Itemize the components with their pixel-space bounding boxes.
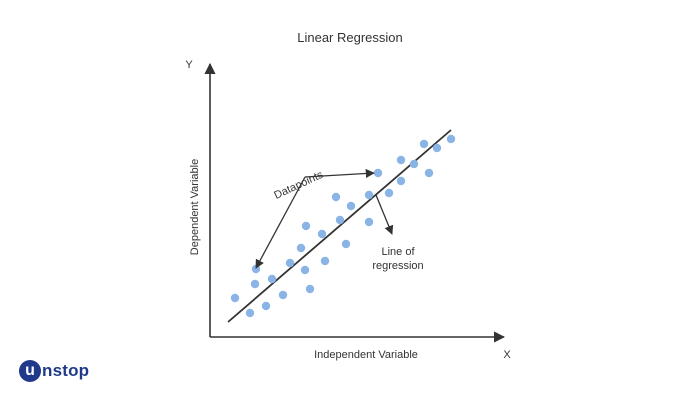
regression-annotation-line1: Line of: [381, 246, 415, 258]
diagram-title: Linear Regression: [297, 30, 403, 45]
datapoint: [341, 239, 351, 249]
datapoint: [267, 274, 277, 284]
datapoint: [446, 134, 456, 144]
regression-line: [227, 129, 452, 323]
datapoint: [251, 264, 261, 274]
x-axis-letter: X: [503, 349, 511, 361]
datapoint: [373, 168, 383, 178]
y-axis-letter: Y: [185, 59, 193, 71]
datapoint: [409, 159, 419, 169]
datapoint: [278, 290, 288, 300]
datapoint: [364, 190, 374, 200]
datapoint: [285, 258, 295, 268]
datapoint: [230, 293, 240, 303]
datapoint: [419, 139, 429, 149]
datapoints-arrow-left: [255, 176, 306, 269]
regression-annotation-line2: regression: [372, 260, 423, 272]
datapoint: [331, 192, 341, 202]
datapoint: [261, 301, 271, 311]
datapoint: [335, 215, 345, 225]
unstop-logo: u nstop: [19, 360, 89, 382]
datapoint: [424, 168, 434, 178]
datapoint: [301, 221, 311, 231]
datapoint: [250, 279, 260, 289]
datapoint: [364, 217, 374, 227]
datapoints-annotation: Datapoints: [272, 169, 325, 202]
datapoint: [300, 265, 310, 275]
regression-arrow: [375, 194, 394, 235]
logo-badge: u: [19, 360, 41, 382]
datapoint: [384, 188, 394, 198]
datapoint: [396, 155, 406, 165]
datapoints-arrow-right: [304, 168, 375, 179]
datapoint: [432, 143, 442, 153]
datapoint: [245, 308, 255, 318]
datapoint: [296, 243, 306, 253]
logo-text: nstop: [42, 361, 90, 380]
datapoint: [305, 284, 315, 294]
y-axis-label: Dependent Variable: [189, 159, 201, 255]
x-axis-label: Independent Variable: [314, 349, 418, 361]
datapoint: [317, 229, 327, 239]
datapoint: [346, 201, 356, 211]
datapoint: [320, 256, 330, 266]
datapoint: [396, 176, 406, 186]
datapoints-group: [230, 134, 456, 318]
